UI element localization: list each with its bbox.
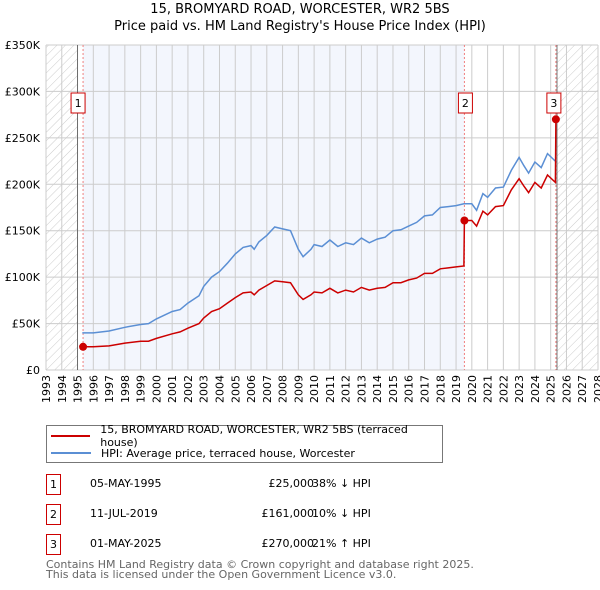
legend-swatch-red xyxy=(51,435,91,437)
sale-row: 2 11-JUL-2019 £161,000 10% ↓ HPI xyxy=(46,504,546,526)
chart-title: 15, BROMYARD ROAD, WORCESTER, WR2 5BS xyxy=(150,2,450,17)
x-tick-label: 1996 xyxy=(87,375,100,403)
sale-date: 11-JUL-2019 xyxy=(90,507,158,520)
x-tick-label: 2009 xyxy=(292,375,305,403)
x-tick-label: 2025 xyxy=(545,375,558,403)
sale-price: £25,000 xyxy=(268,477,315,490)
sale-point xyxy=(460,216,469,225)
legend-item-price-paid: 15, BROMYARD ROAD, WORCESTER, WR2 5BS (t… xyxy=(51,423,442,449)
chart-subtitle: Price paid vs. HM Land Registry's House … xyxy=(114,19,486,34)
sale-label-box xyxy=(546,92,562,114)
sale-date: 05-MAY-1995 xyxy=(90,477,162,490)
y-tick-label: £350K xyxy=(5,39,41,52)
y-tick-label: £200K xyxy=(5,178,41,191)
x-tick-label: 1997 xyxy=(103,375,116,403)
legend-label: 15, BROMYARD ROAD, WORCESTER, WR2 5BS (t… xyxy=(100,423,408,449)
x-tick-label: 2027 xyxy=(576,375,589,403)
x-tick-label: 2024 xyxy=(529,375,542,403)
sale-label-box xyxy=(457,92,473,114)
hatched-region xyxy=(556,45,598,370)
x-tick-label: 2019 xyxy=(450,375,463,403)
highlight-region xyxy=(83,45,465,370)
x-tick-label: 2021 xyxy=(482,375,495,403)
sale-row: 3 01-MAY-2025 £270,000 21% ↑ HPI xyxy=(46,534,546,556)
x-tick-label: 2004 xyxy=(213,375,226,403)
y-tick-label: £0 xyxy=(26,364,40,377)
footer-line-1: Contains HM Land Registry data © Crown c… xyxy=(46,558,474,571)
sale-date: 01-MAY-2025 xyxy=(90,537,162,550)
x-tick-label: 2002 xyxy=(182,375,195,403)
price-chart: 1993 1994 1995 1996 1997 1998 1999 2000 2001 2002… xyxy=(5,39,600,403)
x-tick-label: 2007 xyxy=(261,375,274,403)
x-tick-label: 2026 xyxy=(560,375,573,403)
x-tick-label: 2018 xyxy=(434,375,447,403)
x-tick-label: 2000 xyxy=(150,375,163,403)
x-tick-label: 2016 xyxy=(403,375,416,403)
x-tick-label: 1994 xyxy=(56,375,69,403)
x-tick-label: 1993 xyxy=(40,375,53,403)
sale-row: 1 05-MAY-1995 £25,000 38% ↓ HPI xyxy=(46,474,546,496)
sale-number-badge: 2 xyxy=(46,504,61,525)
x-tick-label: 2013 xyxy=(355,375,368,403)
x-tick-label: 2011 xyxy=(324,375,337,403)
x-tick-label: 2006 xyxy=(245,375,258,403)
x-tick-label: 1999 xyxy=(135,375,148,403)
x-tick-label: 2022 xyxy=(497,375,510,403)
legend-item-hpi: HPI: Average price, terraced house, Worc… xyxy=(51,445,355,461)
y-tick-label: £100K xyxy=(5,271,41,284)
footer-line-2: This data is licensed under the Open Gov… xyxy=(46,568,397,581)
footer: Contains HM Land Registry data © Crown c… xyxy=(46,558,474,581)
x-tick-label: 2015 xyxy=(387,375,400,403)
sale-label-number: 2 xyxy=(462,97,469,110)
sale-hpi-diff: 10% ↓ HPI xyxy=(312,507,371,520)
x-tick-label: 2023 xyxy=(513,375,526,403)
y-tick-label: £300K xyxy=(5,85,41,98)
y-tick-label: £150K xyxy=(5,225,41,238)
sale-label-number: 3 xyxy=(550,97,557,110)
legend-swatch-blue xyxy=(51,452,91,454)
y-tick-label: £250K xyxy=(5,132,41,145)
sale-label-number: 1 xyxy=(75,97,82,110)
price-paid-line xyxy=(83,119,557,348)
sale-label-box xyxy=(70,92,86,114)
x-tick-label: 2010 xyxy=(308,375,321,403)
hpi-line xyxy=(82,152,557,334)
sale-price: £161,000 xyxy=(261,507,315,520)
x-tick-label: 2028 xyxy=(592,375,600,403)
sale-point xyxy=(551,115,560,124)
sale-hpi-diff: 21% ↑ HPI xyxy=(312,537,371,550)
x-tick-label: 2005 xyxy=(229,375,242,403)
x-tick-label: 2014 xyxy=(371,375,384,403)
sale-hpi-diff: 38% ↓ HPI xyxy=(312,477,371,490)
x-tick-label: 2003 xyxy=(198,375,211,403)
sale-price: £270,000 xyxy=(261,537,315,550)
x-tick-label: 1995 xyxy=(72,375,85,403)
x-tick-label: 2020 xyxy=(466,375,479,403)
sale-number-badge: 3 xyxy=(46,534,61,555)
x-tick-label: 1998 xyxy=(119,375,132,403)
x-tick-label: 2017 xyxy=(419,375,432,403)
y-tick-label: £50K xyxy=(12,318,41,331)
sale-point xyxy=(79,342,88,351)
sale-number-badge: 1 xyxy=(46,474,61,495)
x-tick-label: 2008 xyxy=(277,375,290,403)
x-tick-label: 2012 xyxy=(340,375,353,403)
legend-label: HPI: Average price, terraced house, Worc… xyxy=(101,446,355,460)
legend: 15, BROMYARD ROAD, WORCESTER, WR2 5BS (t… xyxy=(46,423,443,463)
x-tick-label: 2001 xyxy=(166,375,179,403)
